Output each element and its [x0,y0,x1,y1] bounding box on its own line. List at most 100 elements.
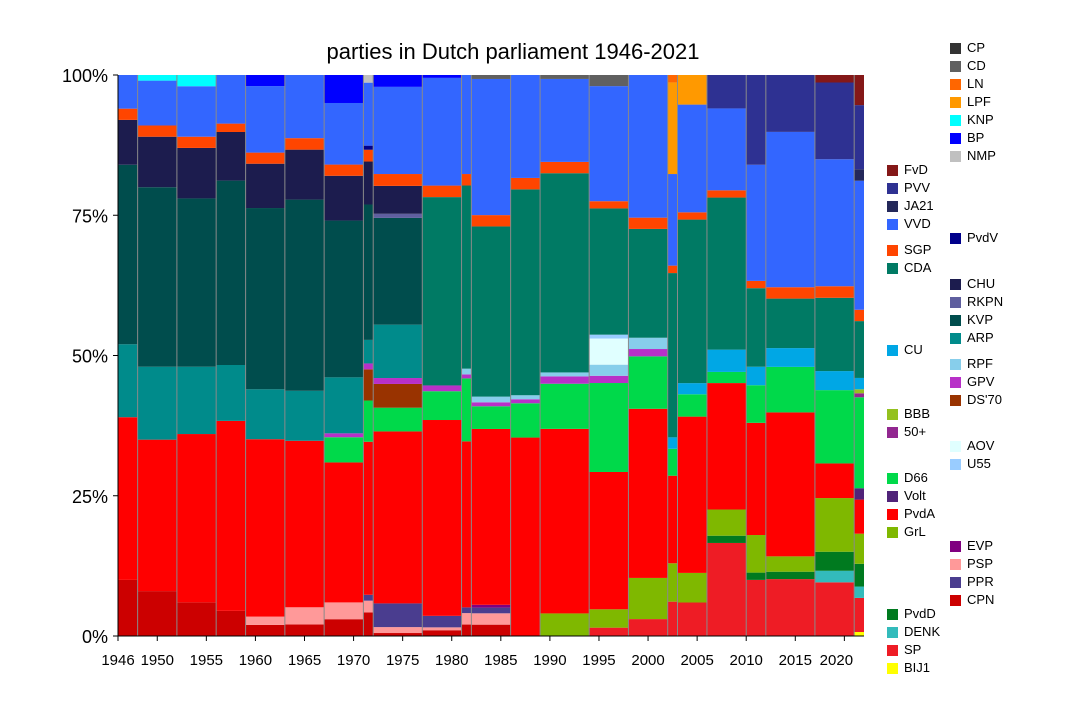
bar-segment-cda-2010 [746,288,766,367]
bar-segment-d66-2012 [765,366,815,413]
bar-segment-pvda-2012 [765,412,815,557]
bar-segment-lpf-2003 [677,75,707,105]
legend-label: DENK [904,624,941,639]
legend-swatch [887,219,898,230]
bar-segment-grl-1994 [589,609,629,628]
x-tick-label: 2020 [820,652,853,669]
bar-segment-psp-1982 [471,613,511,625]
bar-segment-cda-1998 [628,228,668,338]
bar-segment-pvdd-2010 [746,572,766,580]
bar-segment-sgp-1982 [471,215,511,227]
bar-segment-sgp-1967 [324,164,364,176]
bar-segment-ds70-1971 [363,369,374,401]
bar-segment-pvda-2006 [706,383,747,510]
bar-segment-d66-1998 [628,356,668,409]
bar-segment-knp-1952 [176,75,217,87]
legend-label: BBB [904,406,931,421]
bar-segment-sgp-1952 [176,136,217,148]
bar-segment-chu-1959 [245,163,285,209]
bar-segment-pvv-2017 [814,82,855,160]
legend-label: CP [967,40,986,55]
bar-segment-chu-1952 [176,147,217,199]
legend-label: GPV [967,374,995,389]
bar-segment-cpn-1959 [245,624,285,636]
legend-label: SGP [904,242,932,257]
bar-segment-pvda-2010 [746,422,766,536]
bar-segment-sgp-1948 [137,125,177,137]
bar-segment-cda-1989 [540,173,590,373]
bar-segment-cda-2002 [667,273,678,438]
legend-swatch [950,97,961,108]
bar-segment-sgp-2012 [765,287,815,299]
bar-segment-sgp-2017 [814,286,855,298]
bar-segment-psp-1972 [373,627,423,634]
bar-segment-sgp-2002 [667,265,678,274]
bar-segment-cpn-1981 [461,624,472,636]
legend-label: PvdA [904,506,936,521]
bar-segment-vvd-1986 [510,75,541,178]
bar-segment-pvda-1971 [363,441,374,595]
bar-segment-rpf-1989 [540,372,590,377]
bar-segment-d66-2002 [667,448,678,476]
bar-segment-sgp-1981 [461,174,472,186]
bar-segment-d66-1989 [540,383,590,429]
bar-segment-psp-1981 [461,613,472,625]
bar-segment-chu-1963 [284,149,325,200]
bar-segment-bp-1959 [245,75,285,87]
axes-group: 0% 25% 50% 75% 100% 1946 1950 1955 1960 1965 1970 1… [62,66,864,669]
y-tick-label: 100% [62,66,108,86]
bar-segment-kvp-1952 [176,198,217,367]
legend-swatch [950,279,961,290]
bar-segment-fvd-2021 [854,75,864,106]
bar-segment-grl-2012 [765,556,815,572]
bar-segment-cda-1982 [471,226,511,397]
bar-segment-sp-2003 [677,602,707,636]
bar-segment-cda-1981 [461,185,472,369]
bar-segment-pvv-2012 [765,75,815,132]
legend-label: JA21 [904,198,934,213]
legend-label: CPN [967,592,995,607]
bar-segment-cda-1977 [422,197,462,386]
x-tick-label: 2000 [631,652,664,669]
bar-segment-grl-2021 [854,533,864,564]
bar-segment-vvd-1956 [216,75,246,124]
legend-swatch [887,409,898,420]
legend-swatch [887,645,898,656]
bar-segment-cda-1986 [510,189,541,396]
bar-segment-rpf-1994 [589,364,629,376]
legend-swatch [950,559,961,570]
bar-segment-chu-1948 [137,136,177,188]
bar-segment-cda-2017 [814,297,855,372]
y-tick-label: 75% [72,206,108,226]
bar-segment-sp-2010 [746,579,766,636]
legend-swatch [887,473,898,484]
bar-segment-sgp-1971 [363,149,374,162]
bar-segment-sgp-2003 [677,212,707,220]
bar-segment-pvda-1986 [510,437,541,636]
bar-segment-vvd-1977 [422,77,462,186]
bar-segment-gpv-1967 [324,433,364,438]
legend-swatch [887,627,898,638]
bar-segment-cda-2012 [765,298,815,349]
bar-segment-pvda-1967 [324,462,364,603]
bar-segment-denk-2021 [854,586,864,598]
bar-segment-sgp-1994 [589,201,629,209]
bar-segment-vvd-1946 [118,75,138,109]
x-tick-label: 1950 [141,652,174,669]
bar-segment-pvdd-2006 [706,535,747,543]
legend-label: FvD [904,162,928,177]
bar-segment-cu-2003 [677,383,707,395]
legend-label: ARP [967,330,994,345]
bar-segment-sgp-1998 [628,217,668,229]
bar-segment-d66-1994 [589,383,629,472]
legend-swatch [887,165,898,176]
bar-segment-d66-1977 [422,391,462,421]
bar-segment-cu-2017 [814,371,855,391]
bar-segment-cd-1994 [589,75,629,87]
bar-segment-pvdv-1971 [363,145,374,150]
bar-segment-gpv-1986 [510,399,541,404]
bar-segment-cpn-1971 [363,612,374,636]
x-tick-label: 1965 [288,652,321,669]
legend-label: SP [904,642,922,657]
legend-swatch [887,491,898,502]
